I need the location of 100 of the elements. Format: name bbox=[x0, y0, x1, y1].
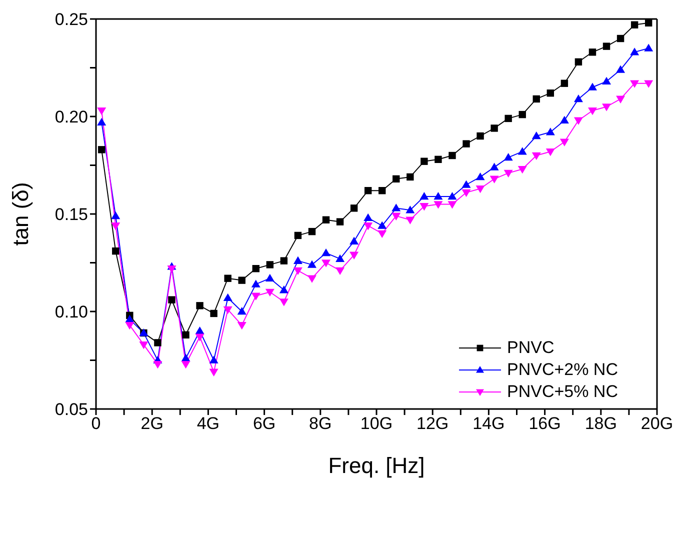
point bbox=[532, 95, 540, 103]
point bbox=[293, 256, 302, 264]
point bbox=[364, 187, 372, 194]
point bbox=[111, 222, 120, 230]
point bbox=[434, 201, 443, 209]
point bbox=[350, 236, 359, 244]
y-tick-label: 0.25 bbox=[54, 10, 88, 30]
point bbox=[251, 292, 260, 300]
point bbox=[616, 34, 624, 42]
point bbox=[392, 212, 401, 220]
point bbox=[336, 267, 345, 276]
point bbox=[280, 257, 288, 264]
point bbox=[504, 170, 513, 178]
point bbox=[308, 228, 316, 236]
point bbox=[210, 310, 218, 318]
point bbox=[448, 201, 457, 209]
point bbox=[630, 80, 640, 88]
point bbox=[182, 331, 190, 338]
legend-label: PNVC bbox=[506, 337, 554, 359]
point bbox=[322, 216, 330, 224]
point bbox=[434, 192, 443, 200]
x-tick-label: 10G bbox=[360, 414, 393, 434]
point bbox=[350, 204, 358, 212]
point bbox=[252, 265, 260, 272]
point bbox=[490, 176, 499, 184]
x-tick-label: 4G bbox=[196, 414, 220, 434]
point bbox=[392, 175, 400, 182]
point bbox=[420, 203, 429, 211]
point bbox=[434, 156, 442, 163]
point bbox=[574, 94, 583, 102]
point bbox=[630, 48, 640, 56]
point bbox=[462, 140, 470, 148]
point bbox=[560, 116, 569, 124]
point bbox=[504, 152, 513, 161]
point bbox=[644, 44, 654, 52]
point bbox=[97, 118, 106, 126]
point bbox=[518, 147, 527, 155]
point bbox=[462, 189, 471, 198]
point bbox=[490, 162, 499, 170]
point bbox=[602, 104, 612, 112]
point bbox=[265, 274, 274, 282]
point bbox=[448, 152, 456, 160]
point bbox=[532, 132, 541, 140]
point bbox=[139, 342, 148, 350]
point bbox=[644, 19, 652, 26]
x-axis-title: Freq. [Hz] bbox=[328, 453, 425, 478]
point bbox=[111, 211, 120, 220]
point bbox=[209, 356, 218, 364]
point bbox=[476, 172, 485, 180]
point bbox=[504, 114, 512, 122]
point bbox=[237, 322, 246, 330]
point bbox=[448, 192, 457, 200]
point bbox=[279, 298, 288, 306]
legend-label: PNVC+2% NC bbox=[506, 359, 618, 381]
point bbox=[546, 148, 555, 156]
point bbox=[307, 275, 316, 283]
point bbox=[238, 276, 246, 284]
point bbox=[167, 265, 176, 274]
point bbox=[420, 192, 429, 200]
x-tick-label: 14G bbox=[472, 414, 505, 434]
point bbox=[266, 261, 274, 268]
point bbox=[336, 218, 344, 226]
point bbox=[168, 296, 176, 304]
point bbox=[490, 124, 498, 132]
point bbox=[112, 247, 120, 255]
y-tick-label: 0.20 bbox=[54, 108, 88, 127]
point bbox=[406, 206, 415, 214]
point bbox=[476, 186, 485, 194]
point bbox=[518, 110, 526, 118]
point bbox=[364, 222, 373, 230]
point bbox=[476, 132, 484, 140]
point bbox=[616, 65, 626, 73]
x-tick-label: 16G bbox=[528, 414, 561, 434]
point bbox=[392, 204, 401, 212]
x-tick-label: 18G bbox=[584, 414, 617, 434]
point bbox=[322, 260, 331, 268]
point bbox=[630, 21, 638, 28]
point bbox=[224, 274, 232, 282]
y-tick-label: 0.05 bbox=[54, 400, 88, 420]
point bbox=[125, 322, 134, 330]
point bbox=[588, 108, 597, 116]
point bbox=[196, 302, 204, 310]
point bbox=[560, 80, 568, 87]
point bbox=[154, 339, 162, 346]
point bbox=[546, 128, 555, 136]
point bbox=[518, 166, 527, 174]
point bbox=[336, 254, 345, 262]
point bbox=[532, 152, 541, 160]
point bbox=[406, 173, 414, 181]
point bbox=[251, 280, 260, 288]
point bbox=[560, 138, 569, 146]
point bbox=[97, 108, 106, 116]
point bbox=[364, 213, 373, 222]
point bbox=[237, 307, 246, 315]
point bbox=[195, 334, 204, 342]
point bbox=[378, 230, 387, 238]
point bbox=[616, 96, 626, 104]
point bbox=[588, 82, 597, 90]
point bbox=[307, 260, 316, 268]
point bbox=[223, 306, 232, 314]
